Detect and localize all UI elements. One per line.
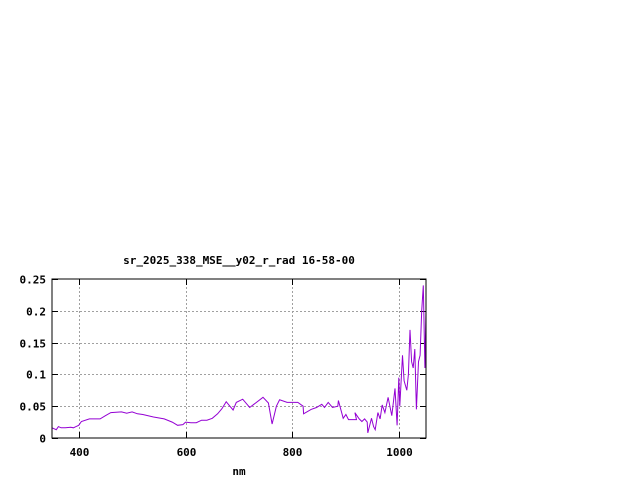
y-tick-label: 0.25	[20, 274, 47, 287]
x-tick-label: 600	[177, 446, 197, 459]
series-line	[51, 285, 427, 434]
x-tick-label: 800	[283, 446, 303, 459]
y-tick-label: 0.2	[26, 306, 46, 319]
x-axis-label: nm	[232, 465, 246, 478]
y-tick-label: 0.1	[26, 369, 46, 382]
grid	[52, 279, 426, 438]
series	[51, 285, 427, 434]
y-tick-label: 0.15	[20, 338, 47, 351]
x-tick-label: 400	[70, 446, 90, 459]
ticks: 400 600 800 1000 0 0.05 0.1 0.15 0.2 0.25	[20, 274, 426, 459]
y-tick-label: 0.05	[20, 401, 47, 414]
chart-title: sr_2025_338_MSE__y02_r_rad 16-58-00	[123, 254, 355, 267]
x-tick-label: 1000	[386, 446, 413, 459]
plot-border	[51, 278, 427, 439]
y-tick-label: 0	[39, 433, 46, 446]
